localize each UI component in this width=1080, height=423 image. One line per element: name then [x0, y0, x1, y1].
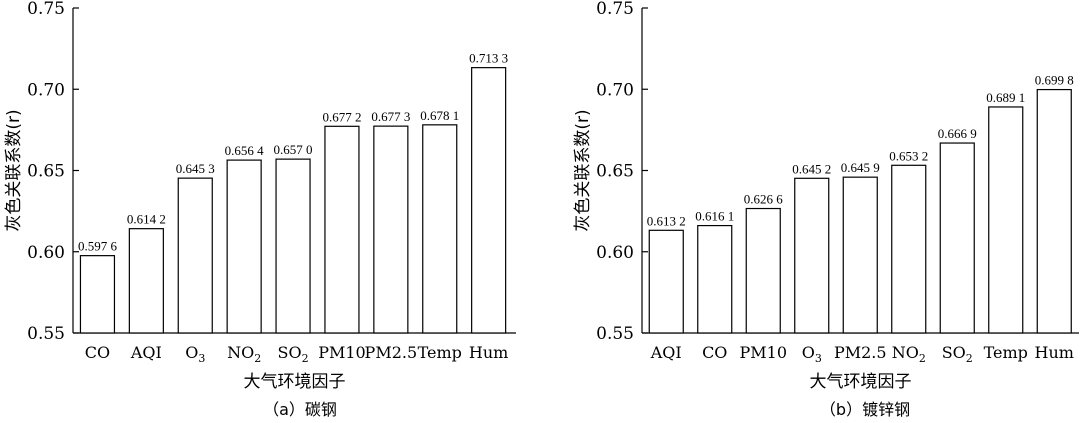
data-label: 0.645 2	[792, 161, 831, 176]
data-label: 0.616 1	[695, 209, 734, 224]
x-tick-label: PM2.5	[365, 343, 418, 362]
bar	[275, 158, 311, 334]
y-tick-label: 0.55	[596, 324, 634, 344]
data-label: 0.656 4	[225, 143, 265, 158]
bar	[471, 67, 507, 334]
x-tick-label: Hum	[469, 343, 508, 362]
x-tick-label: O3	[185, 343, 205, 365]
x-tick-label: PM10	[739, 343, 787, 362]
y-tick-label: 0.60	[27, 243, 65, 263]
y-tick-label: 0.65	[27, 162, 65, 182]
chart-panel-a: 0.55 0.60 0.65 0.70 0.75 0.597 6 CO 0.614 2 AQI 0…	[4, 0, 516, 419]
x-tick-label: NO2	[892, 343, 926, 365]
bar	[324, 125, 360, 334]
data-label: 0.689 1	[986, 90, 1025, 105]
data-label: 0.677 2	[322, 109, 361, 124]
panel-caption: （a）碳钢	[263, 400, 337, 419]
x-axis-title: 大气环境因子	[244, 372, 346, 392]
data-label: 0.626 6	[744, 192, 784, 207]
data-label: 0.666 9	[938, 126, 977, 141]
bar	[177, 177, 213, 334]
data-label: 0.699 8	[1035, 73, 1074, 88]
data-label: 0.597 6	[78, 239, 118, 254]
y-tick-label: 0.55	[27, 324, 65, 344]
data-label: 0.653 2	[889, 148, 928, 163]
x-tick-label: PM2.5	[834, 343, 887, 362]
x-tick-label: SO2	[278, 343, 309, 365]
x-axis-title: 大气环境因子	[810, 372, 912, 392]
y-axis-title: 灰色关联系数(r)	[573, 109, 593, 231]
bar	[373, 125, 409, 334]
x-tick-label: AQI	[130, 343, 162, 362]
bar	[939, 142, 975, 334]
data-label: 0.677 3	[371, 109, 410, 124]
bar	[697, 224, 733, 334]
bar	[794, 177, 830, 334]
x-tick-label: Temp	[418, 343, 462, 362]
data-label: 0.713 3	[469, 51, 508, 66]
bar	[79, 255, 116, 334]
x-tick-label: Temp	[984, 343, 1028, 362]
x-tick-label: PM10	[318, 343, 366, 362]
bar	[226, 159, 262, 334]
data-label: 0.657 0	[274, 142, 313, 157]
data-label: 0.678 1	[420, 108, 459, 123]
data-label: 0.614 2	[127, 212, 166, 227]
y-tick-label: 0.70	[27, 80, 65, 100]
y-axis-title: 灰色关联系数(r)	[4, 109, 24, 231]
bar	[1036, 88, 1072, 334]
x-tick-label: O3	[802, 343, 822, 365]
y-tick-label: 0.65	[596, 162, 634, 182]
panel-caption: （b）镀锌钢	[820, 400, 910, 419]
x-tick-label: Hum	[1035, 343, 1074, 362]
x-tick-label: CO	[85, 343, 110, 362]
bar	[988, 106, 1024, 334]
bar	[745, 207, 781, 334]
data-label: 0.645 3	[176, 161, 215, 176]
y-tick-label: 0.60	[596, 243, 634, 263]
bar	[648, 229, 684, 334]
x-tick-label: NO2	[227, 343, 261, 365]
x-tick-label: AQI	[650, 343, 682, 362]
y-tick-label: 0.75	[596, 0, 634, 19]
data-label: 0.613 2	[647, 213, 686, 228]
x-tick-label: CO	[702, 343, 727, 362]
chart-panel-b: 0.55 0.60 0.65 0.70 0.75 0.613 2 AQI 0.616 1 CO 0…	[573, 0, 1079, 419]
data-label: 0.645 9	[841, 160, 880, 175]
x-tick-label: SO2	[942, 343, 973, 365]
bar	[128, 228, 164, 334]
y-tick-label: 0.75	[27, 0, 65, 19]
bar	[842, 176, 878, 334]
bar	[891, 164, 927, 334]
y-tick-label: 0.70	[596, 80, 634, 100]
bar	[422, 124, 458, 334]
